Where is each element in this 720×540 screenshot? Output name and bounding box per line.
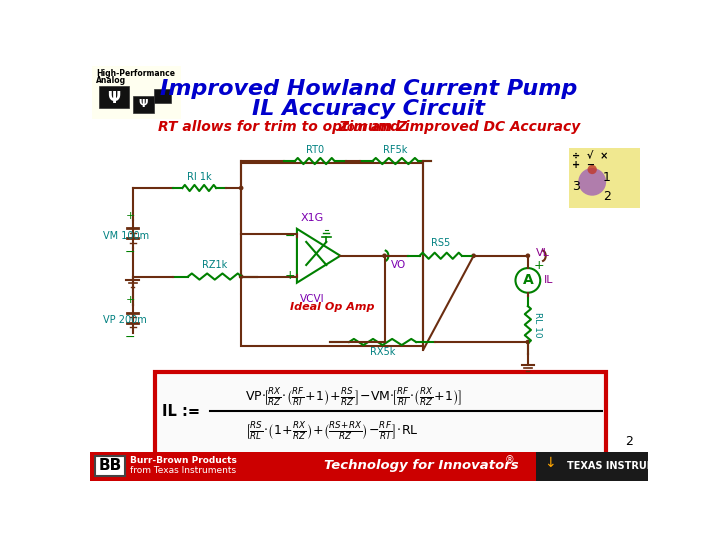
Circle shape bbox=[578, 168, 606, 195]
Text: −: − bbox=[285, 230, 295, 243]
Text: +: + bbox=[125, 295, 135, 306]
Bar bbox=[153, 90, 171, 103]
Text: −: − bbox=[125, 246, 135, 259]
Text: X1G: X1G bbox=[301, 213, 324, 224]
Text: RZ1k: RZ1k bbox=[202, 260, 228, 271]
Bar bbox=[307, 452, 536, 481]
Circle shape bbox=[382, 253, 387, 258]
Text: VP$\cdot\!\left[\frac{RX}{RZ}\!\cdot\!\left(\frac{RF}{RI}\!+\!1\right)\!+\!\frac: VP$\cdot\!\left[\frac{RX}{RZ}\!\cdot\!\l… bbox=[245, 387, 462, 408]
Text: +  −: + − bbox=[572, 160, 595, 170]
Text: RL 10: RL 10 bbox=[533, 312, 541, 338]
Text: IL :=: IL := bbox=[162, 404, 200, 419]
Bar bbox=[536, 452, 648, 481]
Text: ↓: ↓ bbox=[544, 456, 555, 470]
Text: VM 100m: VM 100m bbox=[103, 231, 149, 241]
Text: Improved Howland Current Pump: Improved Howland Current Pump bbox=[161, 79, 577, 99]
Circle shape bbox=[526, 253, 530, 258]
Text: −: − bbox=[125, 331, 135, 344]
Text: TEXAS INSTRUMENTS: TEXAS INSTRUMENTS bbox=[567, 461, 685, 471]
Text: 3: 3 bbox=[572, 180, 580, 193]
Text: 2: 2 bbox=[603, 190, 611, 202]
Text: 1: 1 bbox=[603, 171, 611, 184]
Text: VCVI: VCVI bbox=[300, 294, 325, 304]
Text: A: A bbox=[523, 273, 534, 287]
Text: RF5k: RF5k bbox=[383, 145, 408, 155]
Text: ®: ® bbox=[505, 456, 514, 465]
Circle shape bbox=[526, 340, 530, 345]
Text: RT0: RT0 bbox=[306, 145, 324, 155]
FancyBboxPatch shape bbox=[155, 372, 606, 457]
Text: and improved DC Accuracy: and improved DC Accuracy bbox=[366, 120, 580, 134]
Text: +: + bbox=[284, 268, 295, 281]
Circle shape bbox=[239, 186, 243, 190]
Text: $\left[\frac{RS}{RL}\!\cdot\!\left(1\!+\!\frac{RX}{RZ}\right)\!+\!\left(\frac{RS: $\left[\frac{RS}{RL}\!\cdot\!\left(1\!+\… bbox=[245, 420, 418, 442]
Text: RI 1k: RI 1k bbox=[187, 172, 212, 182]
Bar bbox=[569, 148, 640, 208]
Bar bbox=[241, 163, 423, 346]
Text: RS5: RS5 bbox=[431, 238, 450, 248]
Bar bbox=[132, 96, 154, 112]
Bar bbox=[91, 66, 181, 119]
Circle shape bbox=[472, 253, 476, 258]
Bar bbox=[96, 456, 125, 476]
Text: VP 200m: VP 200m bbox=[103, 315, 147, 326]
Text: +: + bbox=[125, 211, 135, 221]
Text: Burr-Brown Products: Burr-Brown Products bbox=[130, 456, 237, 465]
Bar bbox=[90, 452, 307, 481]
Text: High-Performance: High-Performance bbox=[96, 69, 175, 78]
Text: RT allows for trim to optimum Z: RT allows for trim to optimum Z bbox=[158, 120, 408, 134]
Circle shape bbox=[588, 165, 597, 174]
Text: Ψ: Ψ bbox=[107, 91, 120, 106]
Text: IL Accuracy Circuit: IL Accuracy Circuit bbox=[253, 99, 485, 119]
Text: Technology for Innovators: Technology for Innovators bbox=[325, 460, 519, 472]
Text: +: + bbox=[534, 259, 544, 272]
Circle shape bbox=[239, 274, 243, 279]
Text: OUT: OUT bbox=[346, 124, 367, 133]
Text: from Texas Instruments: from Texas Instruments bbox=[130, 466, 236, 475]
Text: IL: IL bbox=[544, 275, 554, 286]
Text: VO: VO bbox=[391, 260, 406, 269]
Text: Ideal Op Amp: Ideal Op Amp bbox=[290, 302, 375, 312]
Text: VL: VL bbox=[536, 248, 549, 259]
Text: RX5k: RX5k bbox=[370, 347, 395, 356]
Text: 2: 2 bbox=[625, 435, 632, 448]
Text: Ψ: Ψ bbox=[139, 99, 148, 109]
Text: Analog: Analog bbox=[96, 76, 126, 85]
Bar bbox=[99, 86, 129, 108]
Text: BB: BB bbox=[99, 458, 122, 474]
Text: Z: Z bbox=[339, 120, 348, 134]
Text: ÷  √  ×: ÷ √ × bbox=[572, 151, 608, 161]
